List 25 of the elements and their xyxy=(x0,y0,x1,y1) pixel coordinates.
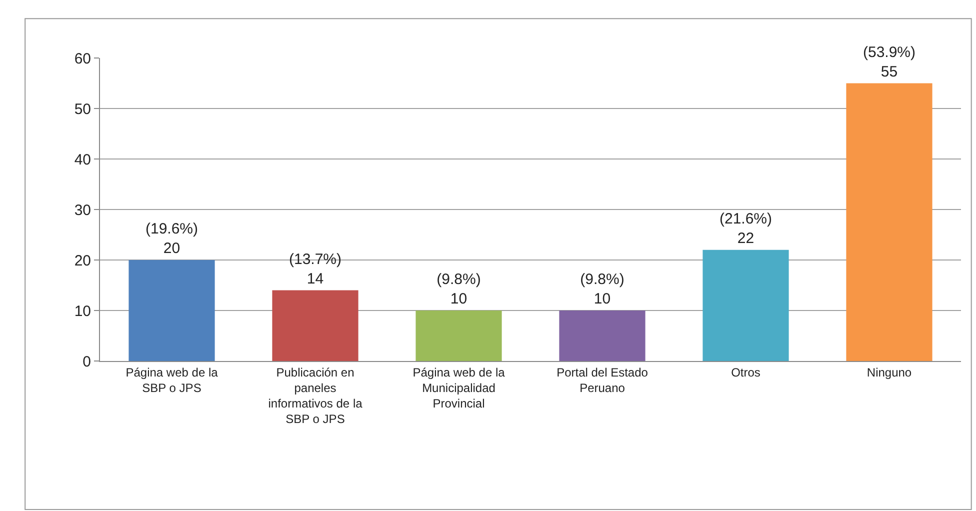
y-tick-label: 40 xyxy=(74,151,91,168)
bar xyxy=(702,250,789,361)
bar xyxy=(272,290,358,361)
y-tick-label: 30 xyxy=(74,202,91,219)
x-tick-label: Ninguno xyxy=(866,365,912,380)
bar xyxy=(416,310,502,361)
data-label: (9.8%) 10 xyxy=(580,271,624,308)
x-tick-label: Otros xyxy=(731,365,760,380)
x-tick-label: Publicación en paneles informativos de la SBP o JPS xyxy=(268,365,363,426)
data-label: (9.8%) 10 xyxy=(436,271,481,308)
bar xyxy=(559,310,646,361)
y-tick-label: 50 xyxy=(74,100,91,118)
x-tick-label: Portal del Estado Peruano xyxy=(556,365,648,395)
y-tick-label: 10 xyxy=(74,302,91,320)
data-label: (21.6%) 22 xyxy=(719,210,772,247)
data-label: (13.7%) 14 xyxy=(288,250,342,288)
y-tick-label: 0 xyxy=(82,353,91,370)
bar xyxy=(128,260,215,361)
data-label: (53.9%) 55 xyxy=(862,44,916,80)
data-label: (19.6%) 20 xyxy=(145,220,198,257)
x-tick-label: Página web de la SBP o JPS xyxy=(126,365,218,395)
bar xyxy=(846,83,932,361)
y-tick-label: 60 xyxy=(74,50,91,68)
y-tick-label: 20 xyxy=(74,252,91,270)
x-tick-label: Página web de la Municipalidad Provincial xyxy=(412,365,506,411)
